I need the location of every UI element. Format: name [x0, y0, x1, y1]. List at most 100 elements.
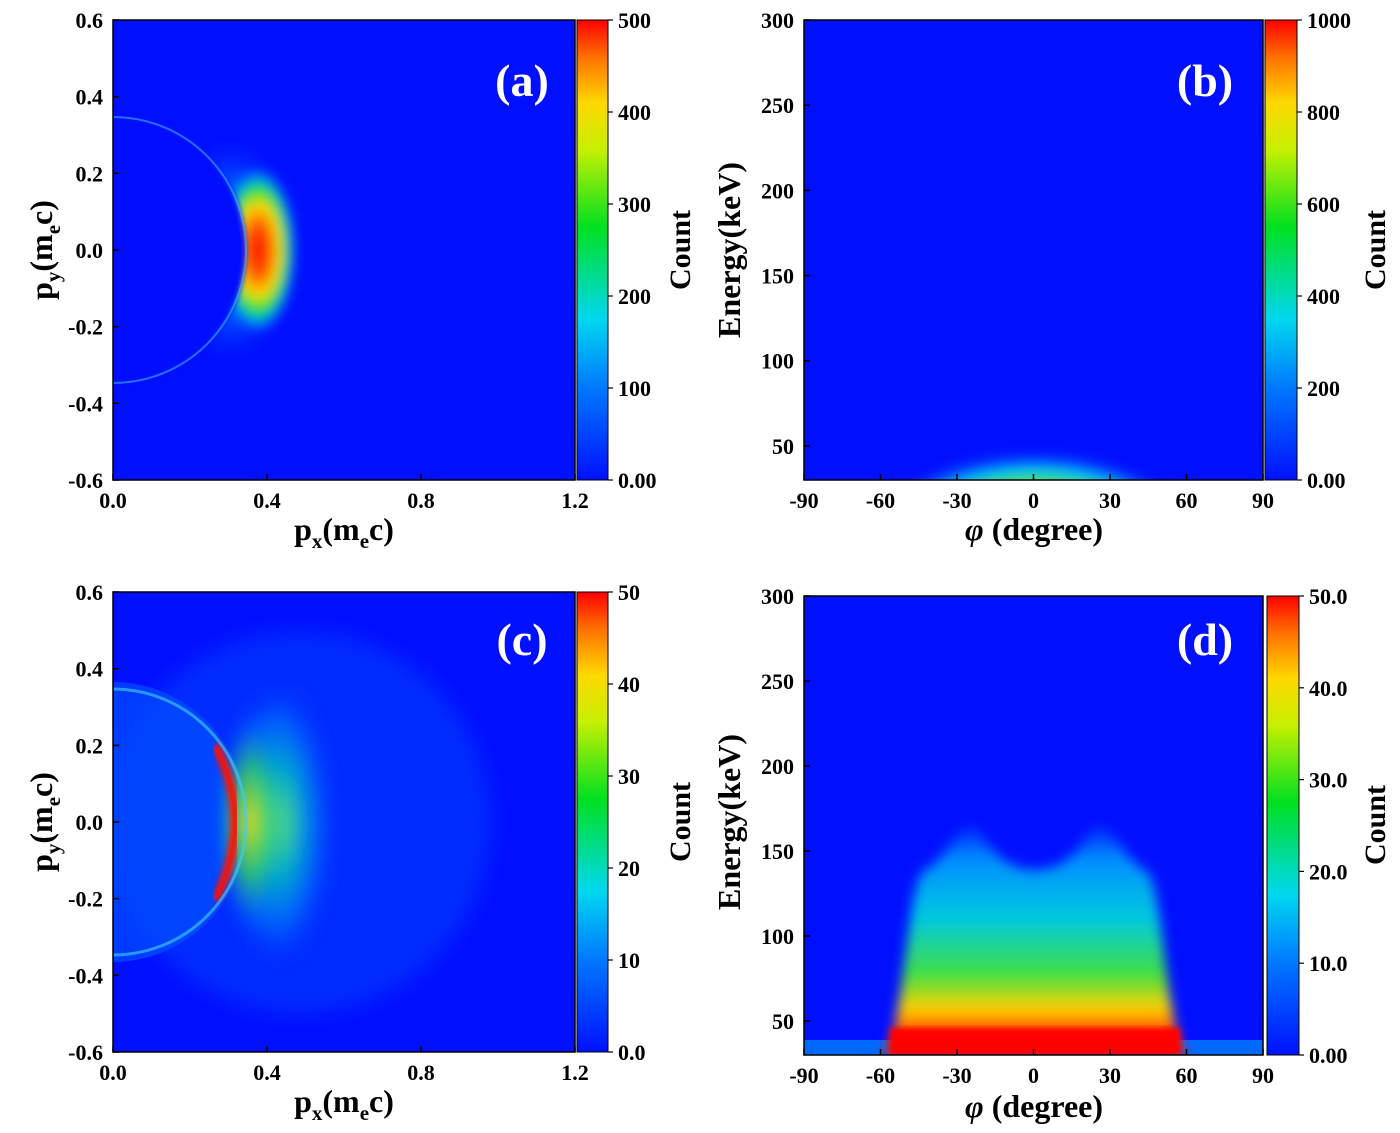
panel-b-colorbar-tick-label: 400 [1307, 284, 1340, 309]
panel-c-colorbar-tick-label: 30 [618, 764, 640, 789]
panel-a-label: (a) [495, 55, 549, 106]
panel-d-xtick-label: -30 [942, 1063, 971, 1088]
panel-b-ytick-label: 150 [761, 264, 794, 289]
panel-c-ytick-label: 0.6 [76, 580, 104, 605]
panel-d-colorbar [1266, 595, 1300, 1056]
panel-c-label: (c) [496, 614, 547, 665]
panel-d-colorbar-tick-label: 20.0 [1309, 859, 1348, 884]
panel-d-xlabel: φ (degree) [965, 1088, 1103, 1124]
panel-c-ytick-label: 0.4 [76, 657, 104, 682]
panel-b-colorbar-tick-label: 200 [1307, 376, 1340, 401]
panel-b-plot-area [804, 20, 1263, 480]
panel-d-ytick-label: 300 [761, 584, 794, 609]
panel-d-xtick-label: 60 [1176, 1063, 1198, 1088]
panel-b-colorbar-tick-label: 600 [1307, 192, 1340, 217]
panel-b-xtick-label: 0 [1028, 488, 1039, 513]
panel-c-xtick-label: 0.8 [407, 1060, 435, 1085]
panel-a-xtick-label: 0.0 [99, 488, 127, 513]
panel-b-xlabel: φ (degree) [965, 511, 1103, 547]
panel-a-xtick-label: 0.8 [407, 488, 435, 513]
panel-d-xtick-label: 0 [1028, 1063, 1039, 1088]
panel-a-colorbar-tick-label: 0.00 [618, 468, 657, 493]
panel-d-xtick-label: -90 [789, 1063, 818, 1088]
panel-d-colorbar-tick-label: 10.0 [1309, 951, 1348, 976]
panel-d-heat [804, 826, 1263, 1055]
panel-b-colorbar [1264, 19, 1298, 481]
panel-c-xtick-label: 1.2 [561, 1060, 589, 1085]
panel-a-ytick-label: -0.4 [68, 391, 103, 416]
panel-d-colorbar-tick-label: 30.0 [1309, 768, 1348, 793]
panel-a-heat [113, 116, 300, 384]
panel-a-ytick-label: -0.6 [68, 468, 103, 493]
panel-d-ytick-label: 100 [761, 924, 794, 949]
panel-b-ytick-label: 200 [761, 178, 794, 203]
panel-b-label: (b) [1177, 55, 1233, 106]
panel-d [804, 596, 1263, 1055]
panel-b-xtick-label: 60 [1176, 488, 1198, 513]
panel-d-ylabel: Energy(keV) [711, 734, 747, 910]
panel-b-colorbar-tick-label: 0.00 [1307, 468, 1346, 493]
panel-c-xtick-label: 0.4 [253, 1060, 281, 1085]
panel-a-xtick-label: 1.2 [561, 488, 589, 513]
panel-c-colorbar-tick-label: 0.0 [618, 1040, 646, 1065]
panel-c-ytick-label: -0.2 [68, 887, 103, 912]
panel-c-ylabel: py(mec) [23, 772, 65, 872]
panel-b-ylabel: Energy(keV) [711, 162, 747, 338]
panel-a-ytick-label: 0.2 [76, 161, 104, 186]
panel-a-xlabel: px(mec) [294, 511, 394, 553]
panel-d-colorbar-tick-label: 40.0 [1309, 676, 1348, 701]
panel-b-ytick-label: 50 [772, 434, 794, 459]
panel-b-colorbar-title: Count [1359, 210, 1392, 290]
panel-b-colorbar-tick-label: 1000 [1307, 8, 1351, 33]
panel-c-colorbar-tick-label: 10 [618, 948, 640, 973]
panel-a-colorbar-tick-label: 300 [618, 192, 651, 217]
panel-c-xlabel: px(mec) [294, 1083, 394, 1125]
panel-b-xtick-label: -30 [942, 488, 971, 513]
panel-c-colorbar-tick-label: 20 [618, 856, 640, 881]
panel-b-xtick-label: 90 [1252, 488, 1274, 513]
panel-d-ytick-label: 150 [761, 839, 794, 864]
panel-d-colorbar-title: Count [1359, 785, 1392, 865]
panel-d-xtick-label: 30 [1099, 1063, 1121, 1088]
panel-c-ytick-label: -0.4 [68, 963, 103, 988]
panel-d-xtick-label: 90 [1252, 1063, 1274, 1088]
panel-a-colorbar [576, 19, 609, 481]
panel-b-xtick-label: -60 [866, 488, 895, 513]
panel-a-colorbar-tick-label: 200 [618, 284, 651, 309]
panel-c-colorbar-tick-label: 50 [618, 580, 640, 605]
panel-c-colorbar-title: Count [664, 782, 697, 862]
panel-a-ytick-label: 0.4 [76, 85, 104, 110]
panel-d-xtick-label: -60 [866, 1063, 895, 1088]
panel-c-colorbar [576, 591, 609, 1053]
panel-a-colorbar-tick-label: 400 [618, 100, 651, 125]
panel-a [113, 20, 575, 480]
panel-c-ytick-label: 0.2 [76, 733, 104, 758]
panel-d-colorbar-tick-label: 50.0 [1309, 584, 1348, 609]
panel-a-xtick-label: 0.4 [253, 488, 281, 513]
panel-a-ytick-label: 0.6 [76, 8, 104, 33]
panel-b-ytick-label: 100 [761, 349, 794, 374]
panel-c-colorbar-tick-label: 40 [618, 672, 640, 697]
panel-a-ytick-label: -0.2 [68, 315, 103, 340]
panel-d-colorbar-tick-label: 0.00 [1309, 1043, 1348, 1068]
panel-b-xtick-label: 30 [1099, 488, 1121, 513]
panel-a-colorbar-tick-label: 100 [618, 376, 651, 401]
panel-b-ytick-label: 300 [761, 8, 794, 33]
panel-d-ytick-label: 50 [772, 1009, 794, 1034]
panel-d-label: (d) [1177, 614, 1233, 665]
panel-a-colorbar-tick-label: 500 [618, 8, 651, 33]
panel-c [113, 592, 575, 1052]
panel-c-ytick-label: -0.6 [68, 1040, 103, 1065]
chart-layer: 0.0 0.4 0.8 1.2 0.6 0.4 0.2 0.0 -0.2 -0.4 -0.6 px(m… [23, 8, 1392, 1125]
panel-c-xtick-label: 0.0 [99, 1060, 127, 1085]
panel-d-ytick-label: 200 [761, 754, 794, 779]
panel-a-ytick-label: 0.0 [76, 238, 104, 263]
panel-b-xtick-label: -90 [789, 488, 818, 513]
panel-b-heat [909, 405, 1159, 480]
panel-c-heat [113, 632, 490, 1012]
panel-a-ylabel: py(mec) [23, 200, 65, 300]
panel-b-colorbar-tick-label: 800 [1307, 100, 1340, 125]
panel-c-ytick-label: 0.0 [76, 810, 104, 835]
panel-b-ytick-label: 250 [761, 93, 794, 118]
